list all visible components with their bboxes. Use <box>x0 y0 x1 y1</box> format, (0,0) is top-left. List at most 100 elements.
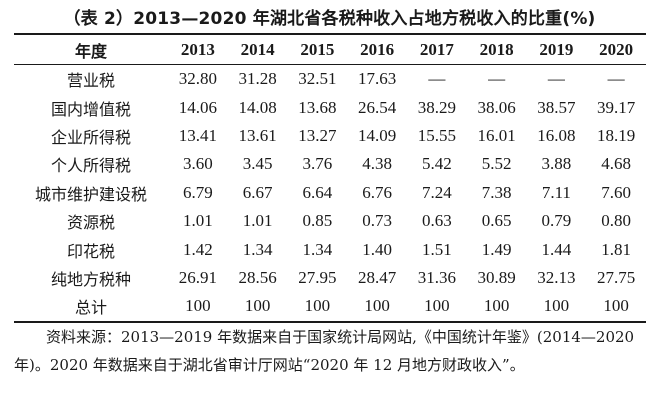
row-label: 城市维护建设税 <box>34 184 147 204</box>
table-cell: 100 <box>364 296 390 316</box>
table-cell: 7.24 <box>422 182 452 202</box>
table-cell: 28.47 <box>358 267 397 287</box>
table-cell: 0.73 <box>362 211 392 231</box>
table-row: 城市维护建设税 6.79 6.67 6.64 6.76 7.24 7.38 7.11 7.60 <box>14 179 646 207</box>
header-year: 2017 <box>419 39 454 59</box>
table-cell: 3.45 <box>242 154 273 174</box>
row-label: 纯地方税种 <box>50 269 131 289</box>
table-cell: 100 <box>244 296 271 316</box>
table-row: 企业所得税 13.41 13.61 13.27 14.09 15.55 16.01 16.08… <box>14 122 646 150</box>
table-cell: 6.64 <box>302 182 333 202</box>
table-cell: — <box>488 69 506 89</box>
table-cell: — <box>428 69 446 89</box>
table-cell: 38.06 <box>477 97 516 117</box>
table-cell: 1.40 <box>362 239 392 259</box>
table-row: 印花税 1.42 1.34 1.34 1.40 1.51 1.49 1.44 1.81 <box>14 235 646 263</box>
table-cell: 1.34 <box>242 239 273 259</box>
table-row: 营业税 32.80 31.28 32.51 17.63 — — — — <box>14 65 646 94</box>
table-cell: 4.38 <box>362 154 392 174</box>
table-cell: 100 <box>424 296 450 316</box>
table-cell: 32.51 <box>298 69 337 89</box>
table-cell: 15.55 <box>417 125 456 145</box>
table-cell: 1.49 <box>481 239 512 259</box>
source-note: 资料来源：2013—2019 年数据来自于国家统计局网站,《中国统计年鉴》(20… <box>14 328 635 374</box>
table-cell: 7.38 <box>481 182 512 202</box>
table-cell: 7.11 <box>541 182 571 202</box>
table-cell: 6.67 <box>242 182 273 202</box>
header-year: 2016 <box>360 39 395 59</box>
table-cell: 0.85 <box>302 211 333 231</box>
table-cell: 1.01 <box>183 211 213 231</box>
row-label: 印花税 <box>66 241 115 261</box>
table-cell: 7.60 <box>601 182 631 202</box>
table-cell: 14.08 <box>238 97 277 117</box>
table-cell: 13.27 <box>298 125 337 145</box>
table-cell: 26.54 <box>358 97 397 117</box>
header-year: 2013 <box>180 39 215 59</box>
table-cell: 0.79 <box>541 211 572 231</box>
table-cell: 1.44 <box>541 239 572 259</box>
table-cell: 39.17 <box>597 97 636 117</box>
table-body: 营业税 32.80 31.28 32.51 17.63 — — — — 国内增值税 14.06 14.… <box>14 65 646 322</box>
table-cell: 6.76 <box>362 182 392 202</box>
table-cell: 0.65 <box>481 211 512 231</box>
header-year: 2018 <box>479 39 514 59</box>
table-cell: 100 <box>483 296 510 316</box>
table-cell: 16.08 <box>537 125 576 145</box>
table-cell: 13.68 <box>298 97 337 117</box>
table-cell: — <box>607 69 625 89</box>
table-row: 总计 100 100 100 100 100 100 100 100 <box>14 292 646 322</box>
table-cell: 1.34 <box>302 239 333 259</box>
table-cell: 14.09 <box>358 125 397 145</box>
row-label: 总计 <box>74 298 107 318</box>
table-cell: 26.91 <box>178 267 217 287</box>
header-year: 2014 <box>240 39 275 59</box>
table-cell: 18.19 <box>597 125 636 145</box>
header-row: 年度 2013 2014 2015 2016 2017 2018 2019 20… <box>14 34 646 65</box>
table-cell: 4.68 <box>601 154 631 174</box>
table-cell: 13.41 <box>178 125 217 145</box>
row-label: 国内增值税 <box>50 99 131 119</box>
table-cell: 100 <box>603 296 629 316</box>
table-cell: 31.36 <box>417 267 456 287</box>
table-cell: 17.63 <box>358 69 397 89</box>
table-cell: 30.89 <box>477 267 516 287</box>
table-cell: 27.75 <box>597 267 636 287</box>
table-cell: 1.81 <box>601 239 631 259</box>
header-year: 2015 <box>300 39 335 59</box>
table-cell: 1.51 <box>422 239 452 259</box>
table-cell: 32.80 <box>178 69 217 89</box>
table-cell: 3.60 <box>183 154 213 174</box>
table-cell: 0.63 <box>422 211 452 231</box>
table-row: 纯地方税种 26.91 28.56 27.95 28.47 31.36 30.89 32.13… <box>14 264 646 292</box>
table-cell: 13.61 <box>238 125 277 145</box>
table-cell: 1.01 <box>242 211 273 231</box>
header-year: 2020 <box>599 39 634 59</box>
table-title: （表 2）2013—2020 年湖北省各税种收入占地方税收入的比重(%) <box>63 9 596 29</box>
table-cell: 32.13 <box>537 267 576 287</box>
table-cell: 38.29 <box>417 97 456 117</box>
table-cell: 27.95 <box>298 267 337 287</box>
table-cell: 3.76 <box>302 154 333 174</box>
header-year: 2019 <box>539 39 574 59</box>
row-label: 资源税 <box>66 213 115 233</box>
table-cell: 28.56 <box>238 267 277 287</box>
table-cell: 100 <box>304 296 331 316</box>
row-label: 营业税 <box>66 71 115 91</box>
table-cell: — <box>547 69 565 89</box>
table-cell: 5.42 <box>422 154 452 174</box>
table-cell: 1.42 <box>183 239 213 259</box>
table-row: 资源税 1.01 1.01 0.85 0.73 0.63 0.65 0.79 0.80 <box>14 207 646 235</box>
table-cell: 5.52 <box>481 154 512 174</box>
table-row: 个人所得税 3.60 3.45 3.76 4.38 5.42 5.52 3.88 4.68 <box>14 150 646 178</box>
row-label: 企业所得税 <box>50 127 131 147</box>
table-cell: 38.57 <box>537 97 576 117</box>
table-row: 国内增值税 14.06 14.08 13.68 26.54 38.29 38.06 38.57… <box>14 93 646 121</box>
table-cell: 6.79 <box>183 182 213 202</box>
table-cell: 31.28 <box>238 69 277 89</box>
table-cell: 100 <box>185 296 211 316</box>
table-cell: 16.01 <box>477 125 516 145</box>
header-year-label: 年度 <box>74 41 107 61</box>
table-cell: 3.88 <box>541 154 572 174</box>
tax-share-table: 年度 2013 2014 2015 2016 2017 2018 2019 20… <box>14 33 646 323</box>
